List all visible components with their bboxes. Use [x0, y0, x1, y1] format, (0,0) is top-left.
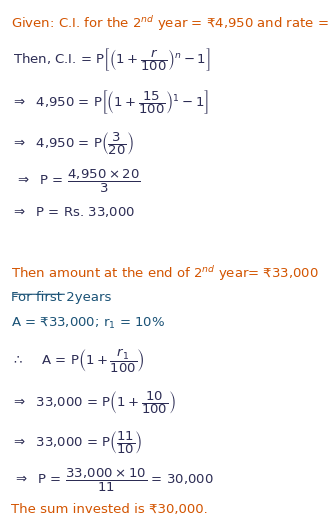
Text: Then amount at the end of 2$^{nd}$ year= ₹33,000: Then amount at the end of 2$^{nd}$ year=… [11, 264, 319, 283]
Text: For first 2years: For first 2years [11, 291, 111, 304]
Text: $\Rightarrow$  33,000 = P$\left(1+\dfrac{10}{100}\right)$: $\Rightarrow$ 33,000 = P$\left(1+\dfrac{… [11, 388, 175, 416]
Text: A = ₹33,000; r$_1$ = 10%: A = ₹33,000; r$_1$ = 10% [11, 316, 165, 331]
Text: $\Rightarrow$  33,000 = P$\left(\dfrac{11}{10}\right)$: $\Rightarrow$ 33,000 = P$\left(\dfrac{11… [11, 429, 142, 456]
Text: $\Rightarrow$  P = $\dfrac{4,\!950\times20}{3}$: $\Rightarrow$ P = $\dfrac{4,\!950\times2… [15, 167, 141, 195]
Text: $\Rightarrow$  P = $\dfrac{33,\!000\times10}{11}$ = 30,000: $\Rightarrow$ P = $\dfrac{33,\!000\times… [13, 467, 214, 494]
Text: Given: C.I. for the 2$^{nd}$ year = ₹4,950 and rate = 15%: Given: C.I. for the 2$^{nd}$ year = ₹4,9… [11, 14, 332, 33]
Text: Then, C.I. = P$\left[\left(1+\dfrac{r}{100}\right)^{n}-1\right]$: Then, C.I. = P$\left[\left(1+\dfrac{r}{1… [13, 46, 210, 73]
Text: $\Rightarrow$  4,950 = P$\left(\dfrac{3}{20}\right)$: $\Rightarrow$ 4,950 = P$\left(\dfrac{3}{… [11, 130, 134, 157]
Text: The sum invested is ₹30,000.: The sum invested is ₹30,000. [11, 503, 207, 516]
Text: $\Rightarrow$  4,950 = P$\left[\left(1+\dfrac{15}{100}\right)^{1}-1\right]$: $\Rightarrow$ 4,950 = P$\left[\left(1+\d… [11, 88, 209, 116]
Text: $\Rightarrow$  P = Rs. 33,000: $\Rightarrow$ P = Rs. 33,000 [11, 205, 135, 219]
Text: $\therefore$    A = P$\left(1+\dfrac{r_1}{100}\right)$: $\therefore$ A = P$\left(1+\dfrac{r_1}{1… [11, 348, 145, 375]
